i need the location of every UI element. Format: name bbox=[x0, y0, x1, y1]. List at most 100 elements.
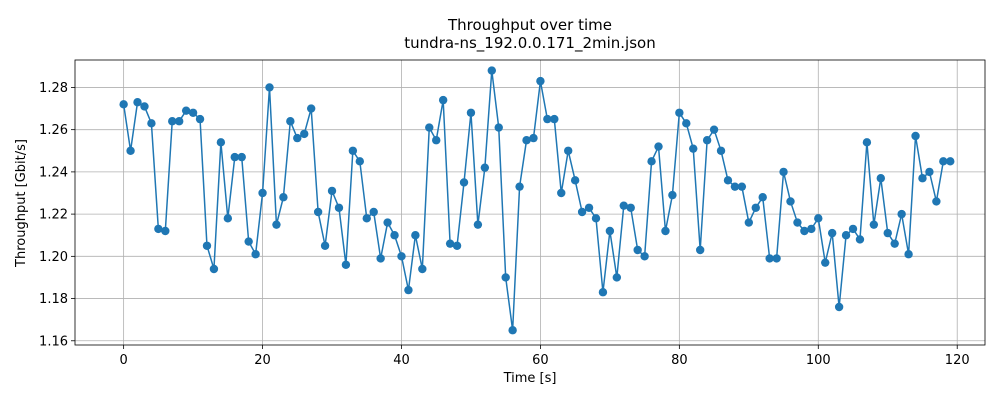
data-point bbox=[390, 231, 399, 240]
data-point bbox=[508, 326, 517, 335]
data-point bbox=[723, 176, 733, 185]
y-tick-label: 1.16 bbox=[39, 334, 68, 349]
data-point bbox=[279, 193, 288, 202]
data-point bbox=[800, 226, 809, 236]
data-point bbox=[848, 224, 858, 234]
data-point bbox=[432, 136, 441, 145]
data-point bbox=[675, 108, 684, 117]
data-point bbox=[494, 123, 503, 132]
data-point bbox=[223, 214, 233, 223]
x-tick-label: 40 bbox=[393, 353, 410, 368]
data-point bbox=[195, 114, 205, 124]
data-point bbox=[827, 228, 837, 238]
data-point bbox=[883, 228, 892, 238]
data-point bbox=[862, 138, 872, 147]
gridlines bbox=[75, 60, 985, 345]
data-point bbox=[404, 285, 413, 295]
data-point bbox=[313, 207, 323, 217]
data-point bbox=[320, 241, 330, 250]
data-point bbox=[689, 144, 698, 153]
data-point bbox=[904, 250, 913, 259]
data-point bbox=[619, 201, 628, 210]
data-point bbox=[258, 188, 267, 198]
data-point bbox=[779, 167, 788, 177]
data-point bbox=[168, 117, 177, 126]
x-tick-label: 0 bbox=[119, 353, 127, 368]
data-point bbox=[293, 133, 302, 143]
data-point bbox=[550, 114, 559, 124]
data-point bbox=[626, 203, 635, 212]
data-point bbox=[174, 117, 184, 126]
data-point bbox=[855, 235, 865, 244]
data-point bbox=[702, 136, 712, 145]
data-point bbox=[932, 197, 941, 206]
data-point bbox=[362, 214, 371, 223]
data-point bbox=[286, 117, 295, 126]
data-point bbox=[876, 174, 886, 183]
data-point bbox=[751, 203, 760, 212]
data-point bbox=[758, 193, 767, 202]
data-point bbox=[265, 83, 274, 92]
y-tick-label: 1.28 bbox=[39, 81, 68, 96]
data-point bbox=[647, 157, 656, 166]
data-point bbox=[501, 273, 510, 282]
data-point bbox=[897, 209, 906, 219]
y-tick-label: 1.20 bbox=[39, 250, 68, 265]
data-point bbox=[327, 186, 337, 196]
data-point bbox=[445, 239, 455, 248]
data-point bbox=[411, 231, 420, 240]
plot-area-border bbox=[74, 59, 986, 346]
data-point bbox=[925, 167, 934, 177]
data-point bbox=[480, 163, 490, 172]
data-point bbox=[438, 95, 448, 105]
data-point bbox=[661, 226, 670, 236]
data-point bbox=[807, 224, 816, 234]
data-point bbox=[383, 218, 392, 227]
y-tick-label: 1.22 bbox=[39, 208, 68, 223]
y-axis-label: Throughput [Gbit/s] bbox=[14, 139, 29, 268]
data-point bbox=[334, 203, 344, 212]
data-point bbox=[425, 123, 434, 132]
data-point bbox=[814, 214, 823, 223]
data-point bbox=[591, 214, 601, 223]
x-tick-label: 120 bbox=[945, 353, 970, 368]
data-point bbox=[251, 250, 260, 259]
data-point bbox=[473, 220, 483, 229]
data-point bbox=[570, 176, 580, 185]
data-point bbox=[348, 146, 358, 155]
data-point bbox=[188, 108, 198, 117]
x-axis-label: Time [s] bbox=[503, 371, 557, 386]
data-point bbox=[737, 182, 747, 191]
data-point bbox=[272, 220, 281, 229]
data-point bbox=[147, 119, 156, 128]
data-point bbox=[466, 108, 476, 117]
data-point bbox=[744, 218, 754, 227]
data-point bbox=[730, 182, 740, 191]
data-point bbox=[306, 104, 316, 113]
data-point bbox=[946, 157, 955, 166]
data-point bbox=[119, 100, 128, 109]
plot-frame bbox=[74, 59, 986, 346]
data-point bbox=[786, 197, 795, 206]
data-point bbox=[640, 252, 649, 261]
data-point bbox=[522, 136, 531, 145]
axes: 0 20 40 60 80 100 120 1.16 1.18 1.20 1.22 1.24 1.26 1… bbox=[39, 81, 970, 368]
data-point bbox=[939, 157, 948, 166]
data-point bbox=[376, 254, 385, 263]
data-point bbox=[633, 245, 642, 255]
x-tick-label: 60 bbox=[532, 353, 549, 368]
chart-subtitle: tundra-ns_192.0.0.171_2min.json bbox=[404, 34, 655, 53]
data-point bbox=[300, 129, 309, 139]
data-point bbox=[890, 239, 899, 248]
data-point bbox=[869, 220, 879, 229]
data-point bbox=[765, 254, 774, 263]
y-tick-label: 1.26 bbox=[39, 123, 68, 138]
data-series bbox=[119, 66, 955, 335]
x-tick-label: 20 bbox=[254, 353, 271, 368]
data-point bbox=[564, 146, 573, 155]
data-point bbox=[244, 237, 253, 246]
data-point bbox=[487, 66, 496, 75]
data-point bbox=[459, 178, 469, 187]
data-point bbox=[161, 226, 170, 236]
data-point bbox=[834, 302, 844, 312]
